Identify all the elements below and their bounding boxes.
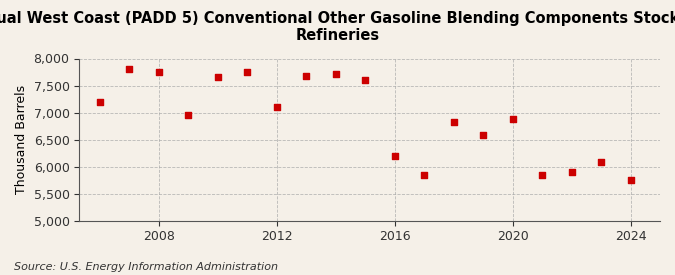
Point xyxy=(566,170,577,174)
Point xyxy=(389,154,400,158)
Point xyxy=(213,75,223,80)
Text: Source: U.S. Energy Information Administration: Source: U.S. Energy Information Administ… xyxy=(14,262,277,272)
Text: Annual West Coast (PADD 5) Conventional Other Gasoline Blending Components Stock: Annual West Coast (PADD 5) Conventional … xyxy=(0,11,675,43)
Point xyxy=(183,113,194,117)
Point xyxy=(330,72,341,76)
Point xyxy=(418,173,429,177)
Point xyxy=(507,117,518,121)
Point xyxy=(537,173,547,177)
Point xyxy=(448,120,459,125)
Point xyxy=(595,160,606,164)
Point xyxy=(478,133,489,138)
Point xyxy=(124,67,135,72)
Point xyxy=(625,177,636,182)
Point xyxy=(271,105,282,109)
Point xyxy=(242,70,252,74)
Point xyxy=(301,74,312,79)
Point xyxy=(95,100,105,104)
Point xyxy=(153,70,164,74)
Y-axis label: Thousand Barrels: Thousand Barrels xyxy=(15,85,28,194)
Point xyxy=(360,78,371,82)
